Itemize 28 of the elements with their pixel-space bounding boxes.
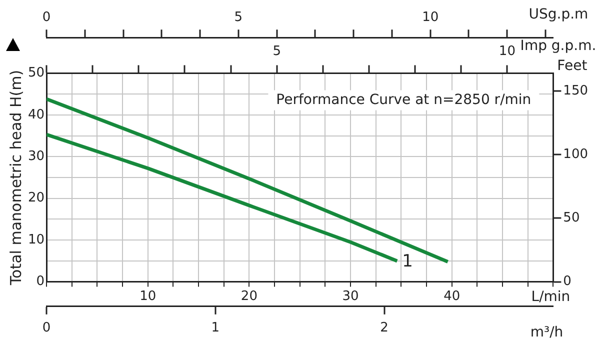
text: 5 [272,44,282,59]
y2-tick-label: 100 [563,146,588,162]
text: 1 [211,320,220,336]
x2-tick-label: 5 [234,10,243,26]
annotation: Performance Curve at n=2850 r/min [276,92,532,108]
y2-tick-label: 150 [563,83,588,98]
x-tick-label: 10 [140,288,156,304]
y-tick-label: 0 [36,274,45,290]
y-tick-label: 40 [28,107,45,122]
y-tick-label: 50 [28,66,45,81]
x-axis-title: L/min [531,289,570,306]
y2-axis-title: Feet [557,58,588,74]
y-tick-label: 10 [28,232,45,248]
x-tick-label: 20 [240,288,258,304]
y-tick-label: 20 [28,190,45,206]
x2-tick-label: 10 [422,10,439,26]
text: m³/h [530,324,564,341]
text: 10 [498,44,516,59]
x-tick-label: 30 [342,288,359,304]
text: Imp g.p.m. [520,38,596,54]
y2-tick-label: 0 [563,274,572,290]
y2-tick-label: 50 [563,210,580,226]
series-label: 1 [402,251,413,272]
x-tick-label: 40 [444,288,460,304]
y-tick-label: 30 [28,149,45,164]
x2-axis-title: USg.p.m [528,6,588,23]
text: 2 [380,320,388,336]
y-axis-title: Total manometric head H(m) [6,70,25,286]
